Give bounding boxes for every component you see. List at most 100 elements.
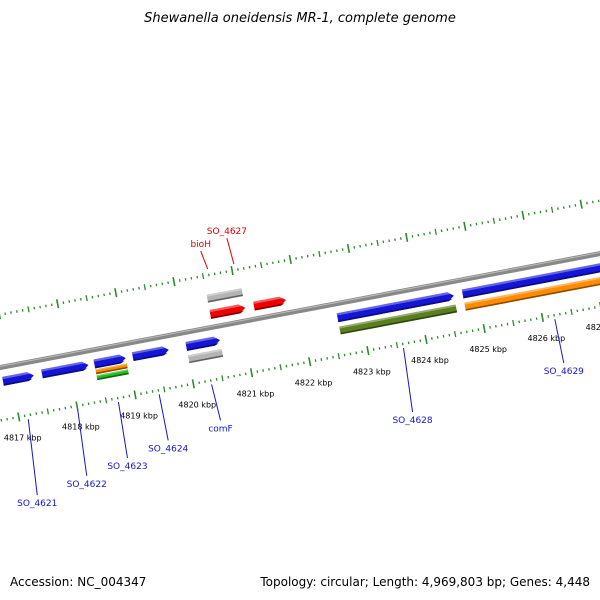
scale-label: 4817 kbp	[4, 434, 42, 443]
scale-tick-lower	[46, 408, 50, 415]
feature-shadow	[340, 310, 458, 335]
feature-shadow	[189, 355, 224, 364]
gene-label-leader	[117, 402, 128, 459]
feature-shadow	[95, 366, 128, 375]
feature-shadow	[207, 294, 243, 303]
feature-body	[131, 346, 169, 362]
gene-label-leader	[554, 319, 565, 364]
gene-feature-r2-16	[206, 288, 243, 303]
scale-label: 4826 kbp	[528, 334, 566, 343]
feature-highlight	[206, 288, 242, 297]
scale-label: 4827 kbp	[586, 323, 600, 332]
feature-highlight	[461, 259, 600, 292]
scale-tick-upper	[550, 206, 554, 213]
gene-feature-fwd-1	[2, 372, 34, 386]
scale-tick-lower	[249, 368, 254, 378]
gene-feature-f2-8	[187, 348, 224, 364]
gene-label: SO_4623	[107, 462, 147, 472]
feature-shadow	[42, 368, 88, 379]
gene-feature-rev-14	[209, 304, 246, 319]
scale-tick-upper	[27, 306, 30, 313]
gene-feature-fwd-6	[336, 292, 454, 323]
gene-label: SO_4621	[17, 499, 57, 509]
scale-tick-lower	[104, 397, 108, 404]
scale-tick-upper	[434, 228, 437, 235]
scale-tick-lower	[133, 390, 137, 400]
feature-highlight	[464, 271, 600, 305]
feature-body	[41, 361, 89, 379]
feature-highlight	[339, 304, 456, 329]
genome-map-layer: 4817 kbp 4818 kbp 4819 kbp 4820 kbp 4821 kbp…	[0, 199, 600, 509]
scale-tick-upper	[346, 243, 351, 254]
feature-highlight	[209, 304, 242, 313]
scale-tick-upper	[260, 261, 263, 269]
feature-highlight	[41, 361, 86, 372]
feature-body	[2, 372, 34, 386]
scale-tick-upper	[318, 250, 321, 258]
feature-shadow	[463, 265, 600, 299]
gene-label: SO_4627	[207, 227, 247, 237]
scale-tick-lower	[337, 353, 340, 360]
gene-feature-fwd-2	[41, 361, 89, 379]
feature-shadow	[254, 303, 285, 311]
gene-feature-f4-13	[96, 369, 129, 381]
gene-label-leader	[403, 347, 414, 412]
scale-tick-upper	[114, 288, 118, 298]
scale-tick-lower	[17, 412, 21, 422]
gene-label-leader	[211, 384, 222, 421]
gene-label: comF	[208, 424, 232, 434]
feature-shadow	[3, 378, 33, 386]
feature-body	[209, 304, 246, 319]
scale-label: 4819 kbp	[120, 411, 158, 420]
scale-tick-lower	[424, 335, 428, 345]
feature-highlight	[187, 348, 223, 358]
gene-label-leader	[158, 394, 169, 441]
gene-feature-f2-9	[339, 304, 458, 335]
scale-tick-lower	[453, 330, 457, 338]
feature-shadow	[465, 277, 600, 311]
feature-body	[93, 354, 126, 369]
feature-shadow	[94, 361, 125, 369]
scale-tick-upper	[55, 299, 60, 309]
scale-label: 4824 kbp	[411, 356, 449, 365]
gene-feature-fwd-4	[131, 346, 169, 362]
scale-tick-lower	[221, 375, 224, 382]
feature-highlight	[2, 372, 31, 380]
feature-highlight	[131, 346, 166, 355]
scale-label: 4818 kbp	[62, 423, 100, 432]
scale-tick-upper	[376, 239, 379, 247]
feature-shadow	[210, 310, 244, 319]
feature-highlight	[253, 296, 283, 304]
feature-body	[336, 292, 454, 323]
scale-tick-lower	[395, 342, 399, 349]
feature-body	[253, 296, 286, 311]
gene-feature-rev-15	[253, 296, 286, 311]
scale-tick-upper	[172, 277, 176, 287]
gene-label: SO_4624	[148, 444, 188, 454]
scale-tick-lower	[308, 357, 312, 367]
feature-shadow	[186, 343, 219, 351]
feature-highlight	[96, 369, 129, 377]
gene-label: SO_4628	[392, 416, 432, 426]
gene-label: bioH	[190, 240, 211, 250]
feature-body	[206, 288, 243, 303]
scale-tick-lower	[279, 364, 282, 371]
scale-tick-upper	[85, 295, 88, 302]
scale-tick-lower	[482, 323, 486, 334]
feature-highlight	[95, 363, 128, 371]
feature-highlight	[336, 292, 451, 316]
backbone-line	[0, 251, 600, 371]
gene-feature-f2-10	[464, 271, 600, 311]
gene-label: SO_4629	[544, 367, 584, 377]
feature-shadow	[97, 372, 129, 381]
scale-tick-lower	[540, 312, 545, 323]
feature-shadow	[338, 298, 453, 323]
feature-body	[464, 271, 600, 311]
scale-label: 4821 kbp	[237, 389, 275, 398]
gene-feature-fwd-7	[461, 259, 600, 299]
gene-label-leader	[200, 250, 209, 270]
feature-body	[185, 336, 220, 351]
accession-text: Accession: NC_004347	[10, 575, 146, 589]
